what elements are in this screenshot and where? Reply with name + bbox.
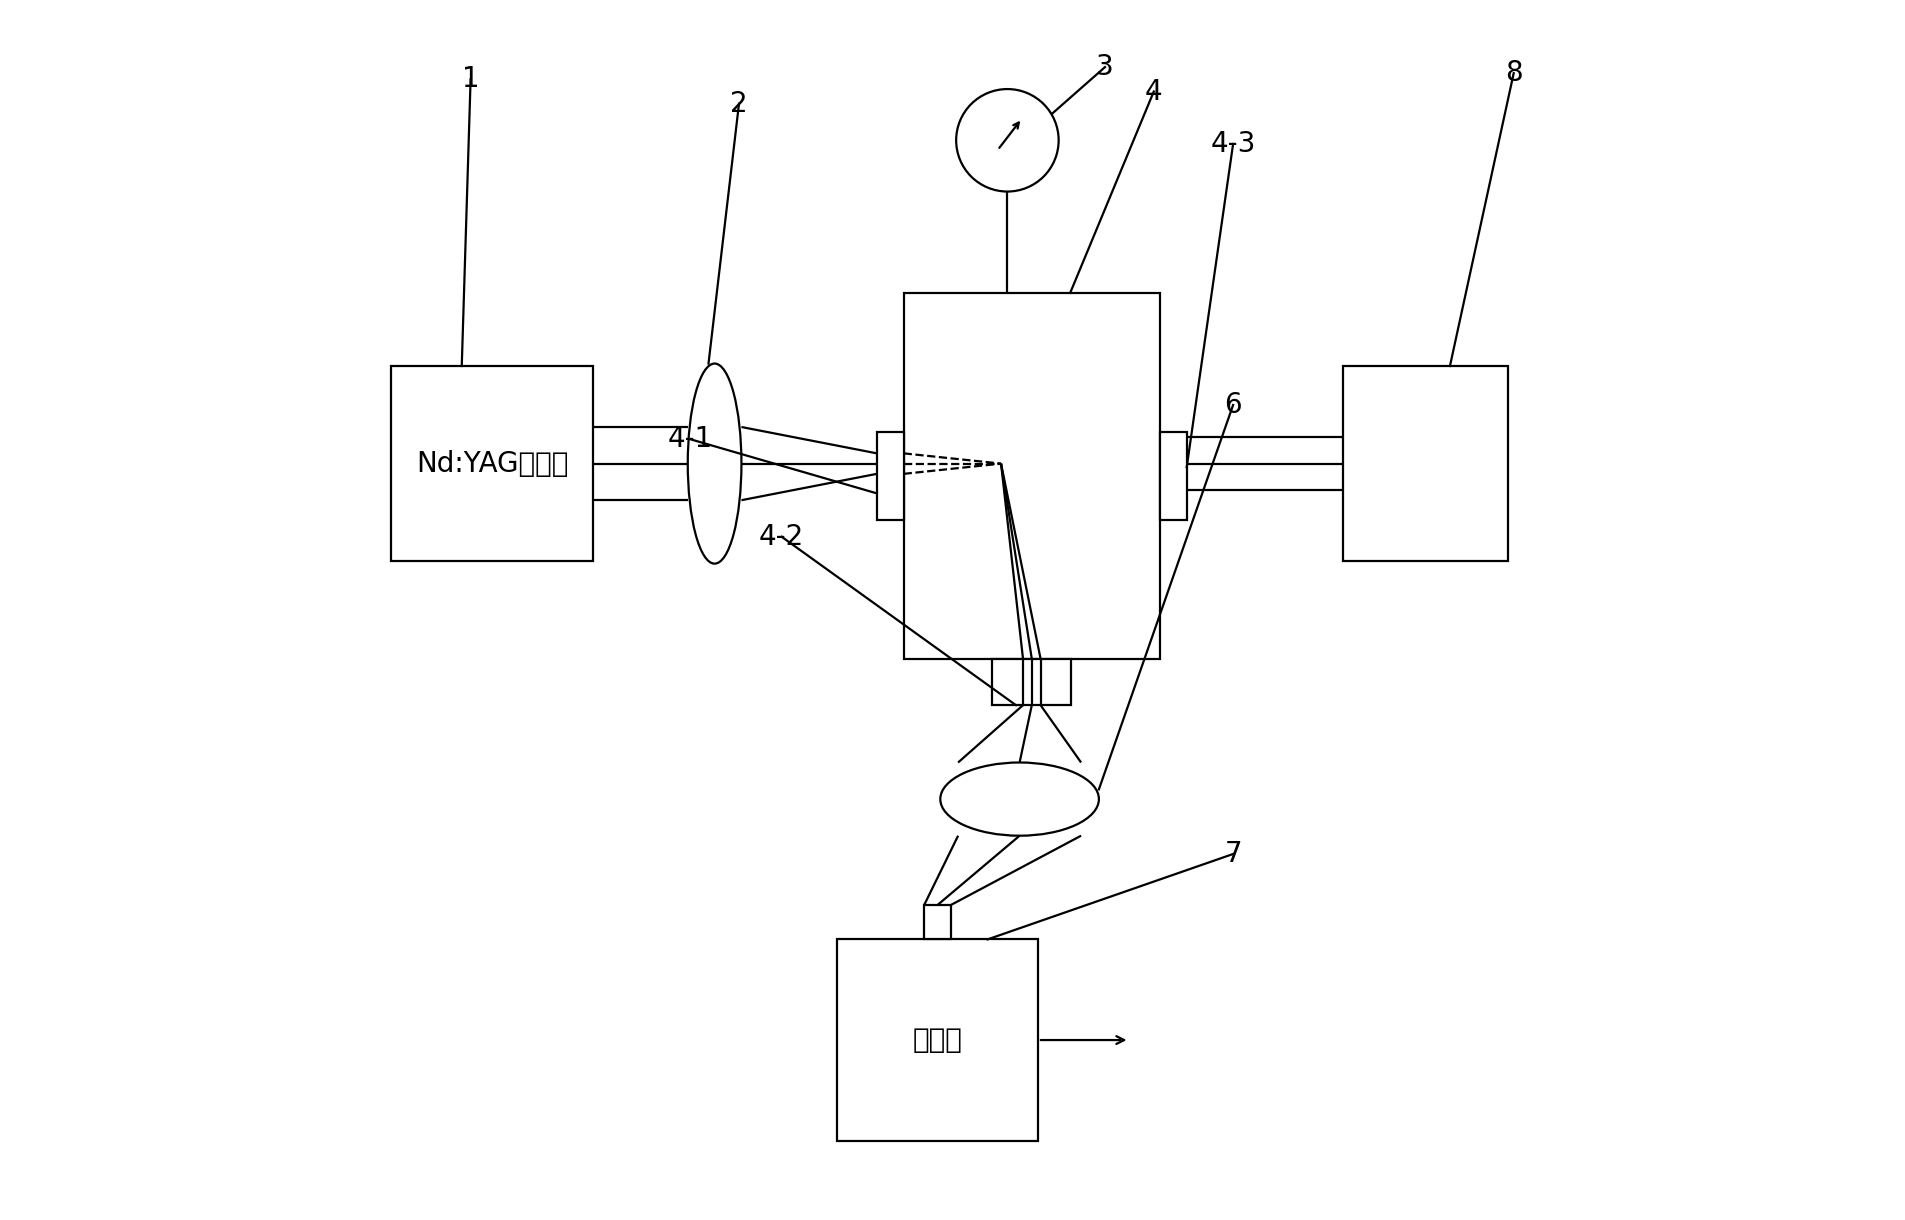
Ellipse shape: [941, 762, 1099, 836]
Bar: [903, 293, 1160, 659]
Text: 4-3: 4-3: [1210, 131, 1255, 157]
Text: 4: 4: [1145, 78, 1162, 105]
Text: 3: 3: [1095, 54, 1114, 81]
Bar: [1160, 432, 1187, 520]
Text: 7: 7: [1225, 841, 1242, 867]
Text: 光谱仪: 光谱仪: [912, 1026, 962, 1054]
Text: 4-2: 4-2: [758, 523, 804, 550]
Bar: [836, 939, 1038, 1141]
Circle shape: [956, 89, 1059, 192]
Text: 6: 6: [1225, 392, 1242, 418]
Text: 1: 1: [461, 66, 480, 93]
Text: 4-1: 4-1: [667, 426, 712, 453]
Text: 2: 2: [730, 90, 749, 117]
Text: 8: 8: [1505, 60, 1522, 87]
Bar: [993, 659, 1071, 705]
Bar: [1343, 366, 1507, 561]
Ellipse shape: [688, 364, 741, 564]
Bar: [876, 432, 903, 520]
Bar: [391, 366, 592, 561]
Bar: [924, 905, 951, 939]
Text: Nd:YAG激光器: Nd:YAG激光器: [415, 450, 568, 477]
